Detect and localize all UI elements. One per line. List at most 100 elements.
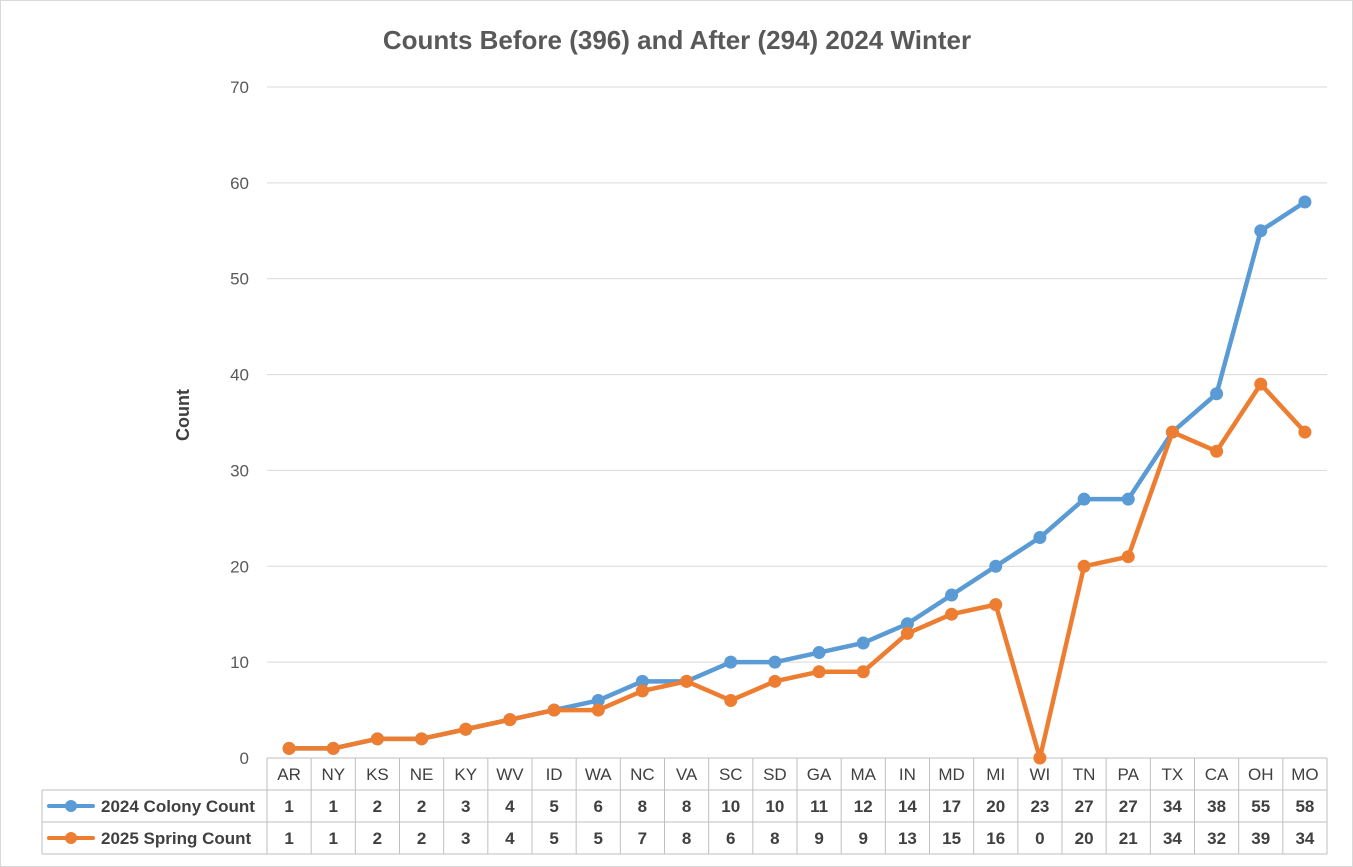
data-cell: 8 [638, 797, 647, 816]
y-tick-label: 60 [230, 174, 249, 193]
category-label: MO [1291, 765, 1318, 784]
data-cell: 5 [549, 797, 558, 816]
data-cell: 34 [1163, 829, 1182, 848]
data-cell: 38 [1207, 797, 1226, 816]
y-tick-label: 0 [240, 749, 249, 768]
data-cell: 2 [373, 829, 382, 848]
data-point [1077, 492, 1091, 506]
data-point [1121, 550, 1135, 564]
data-cell: 32 [1207, 829, 1226, 848]
data-point [459, 722, 473, 736]
data-point [1210, 387, 1224, 401]
data-cell: 10 [765, 797, 784, 816]
data-table: AR NY KS NE KY WV ID WA NC VA SC SD GA MA IN MD MI WI TN PA… [41, 757, 1328, 855]
data-cell: 39 [1251, 829, 1270, 848]
data-point [945, 607, 959, 621]
category-label: PA [1118, 765, 1140, 784]
data-cell: 10 [721, 797, 740, 816]
data-cell: 14 [898, 797, 917, 816]
data-cell: 6 [726, 829, 735, 848]
data-point [1254, 224, 1268, 238]
data-point [856, 665, 870, 679]
category-label: KY [454, 765, 477, 784]
data-point [1210, 444, 1224, 458]
category-label: CA [1205, 765, 1229, 784]
data-point [680, 674, 694, 688]
data-cell: 17 [942, 797, 961, 816]
data-point [591, 693, 605, 707]
category-label: MD [938, 765, 964, 784]
y-tick-label: 70 [230, 78, 249, 97]
category-label: VA [676, 765, 698, 784]
y-tick-label: 50 [230, 270, 249, 289]
category-label: WI [1030, 765, 1051, 784]
category-label: SD [763, 765, 787, 784]
data-point [503, 713, 517, 727]
data-point [591, 703, 605, 717]
data-point [812, 665, 826, 679]
data-cell: 11 [810, 797, 828, 816]
data-point [945, 588, 959, 602]
category-label: OH [1248, 765, 1274, 784]
data-point [635, 674, 649, 688]
data-cell: 55 [1251, 797, 1270, 816]
category-label: TN [1073, 765, 1096, 784]
category-label: WV [496, 765, 524, 784]
data-point [900, 626, 914, 640]
data-cell: 27 [1075, 797, 1094, 816]
data-cell: 34 [1163, 797, 1182, 816]
category-label: NY [321, 765, 345, 784]
data-point [768, 655, 782, 669]
legend-entry: 2025 Spring Count [101, 829, 252, 848]
data-cell: 20 [986, 797, 1005, 816]
data-cell: 8 [682, 829, 691, 848]
legend-marker [65, 832, 77, 844]
data-cell: 34 [1295, 829, 1314, 848]
data-point [1165, 425, 1179, 439]
data-point [900, 617, 914, 631]
data-point [989, 598, 1003, 612]
chart-title: Counts Before (396) and After (294) 2024… [383, 25, 971, 55]
y-tick-label: 30 [230, 461, 249, 480]
data-point [370, 732, 384, 746]
category-label: IN [899, 765, 916, 784]
series-lines [282, 195, 1312, 765]
data-point [635, 684, 649, 698]
data-cell: 2 [373, 797, 382, 816]
data-cell: 7 [638, 829, 647, 848]
category-label: GA [807, 765, 832, 784]
data-point [547, 703, 561, 717]
data-point [415, 732, 429, 746]
y-axis-label: Count [173, 389, 193, 441]
y-axis-ticks: 0 10 20 30 40 50 60 70 [230, 78, 249, 768]
data-point [856, 636, 870, 650]
series-line [286, 199, 1308, 751]
data-cell: 1 [284, 829, 293, 848]
data-point [1077, 559, 1091, 573]
series-line [286, 381, 1308, 761]
category-label: MA [851, 765, 877, 784]
y-tick-label: 20 [230, 557, 249, 576]
data-point [724, 693, 738, 707]
y-tick-label: 40 [230, 366, 249, 385]
y-tick-label: 10 [230, 653, 249, 672]
data-cell: 1 [329, 797, 338, 816]
data-point [1298, 195, 1312, 209]
data-point [989, 559, 1003, 573]
data-point [724, 655, 738, 669]
data-cell: 21 [1119, 829, 1138, 848]
data-cell: 5 [594, 829, 603, 848]
data-cell: 12 [854, 797, 873, 816]
data-cell: 15 [942, 829, 961, 848]
data-cell: 4 [505, 797, 515, 816]
legend-marker [65, 800, 77, 812]
data-cell: 1 [329, 829, 338, 848]
data-cell: 2 [417, 797, 426, 816]
category-label: KS [366, 765, 389, 784]
data-cell: 58 [1295, 797, 1314, 816]
legend-entry: 2024 Colony Count [101, 797, 255, 816]
data-cell: 3 [461, 829, 470, 848]
data-point [1033, 531, 1047, 545]
